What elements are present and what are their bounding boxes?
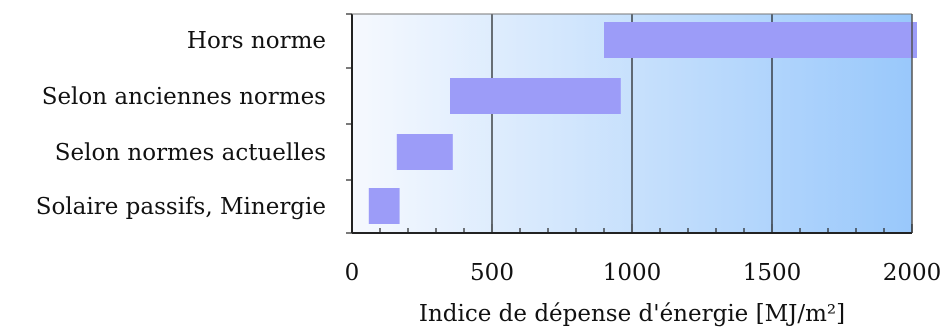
bar bbox=[368, 188, 400, 224]
x-axis-title: Indice de dépense d'énergie [MJ/m²] bbox=[419, 301, 845, 327]
x-tick-label: 1500 bbox=[743, 260, 802, 286]
category-label: Selon anciennes normes bbox=[42, 84, 326, 110]
axes bbox=[346, 13, 913, 234]
x-tick-label: 1000 bbox=[603, 260, 662, 286]
x-tick-label: 500 bbox=[470, 260, 514, 286]
bar bbox=[396, 134, 453, 170]
category-label: Solaire passifs, Minergie bbox=[36, 194, 326, 220]
category-label: Hors norme bbox=[187, 28, 326, 54]
x-tick-label: 2000 bbox=[883, 260, 942, 286]
x-tick-labels: 0 500 1000 1500 2000 bbox=[345, 260, 942, 286]
x-tick-label: 0 bbox=[345, 260, 360, 286]
bar bbox=[450, 78, 621, 114]
category-label: Selon normes actuelles bbox=[55, 140, 326, 166]
category-labels: Hors norme Selon anciennes normes Selon no… bbox=[36, 28, 326, 220]
bar bbox=[604, 22, 917, 58]
bars bbox=[368, 22, 917, 224]
